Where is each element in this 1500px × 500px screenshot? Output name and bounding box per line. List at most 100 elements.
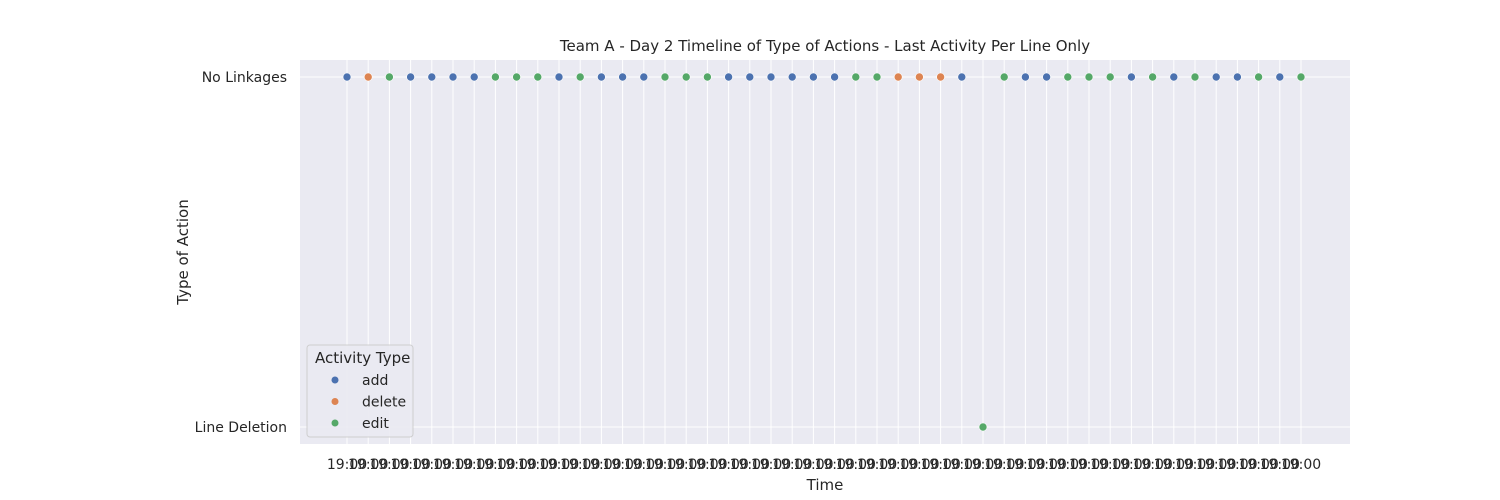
point-add: [1275, 72, 1285, 82]
x-tick-label: 19:00: [581, 457, 621, 473]
x-tick-label: 19:00: [1260, 457, 1300, 473]
x-tick-label: 19:00: [878, 457, 918, 473]
point-edit: [1084, 72, 1094, 82]
legend-marker-add: [331, 376, 339, 384]
x-tick-label: 19:00: [475, 457, 515, 473]
point-edit: [1296, 72, 1306, 82]
point-edit: [575, 72, 585, 82]
point-add: [639, 72, 649, 82]
x-tick-label: 19:00: [1196, 457, 1236, 473]
data-points: [342, 72, 1306, 432]
point-add: [1211, 72, 1221, 82]
legend-marker-delete: [331, 398, 339, 405]
point-edit: [660, 72, 670, 82]
x-tick-label: 19:00: [772, 457, 812, 473]
x-tick-label: 19:00: [942, 457, 982, 473]
point-add: [1233, 72, 1242, 82]
point-delete: [936, 72, 945, 82]
point-add: [554, 72, 564, 82]
x-tick-label: 19:00: [1005, 457, 1045, 473]
x-tick-label: 19:00: [1048, 457, 1088, 473]
point-add: [724, 72, 733, 82]
point-edit: [1105, 72, 1115, 82]
point-add: [1127, 72, 1136, 82]
x-tick-label: 19:00: [1281, 457, 1321, 473]
legend-title: Activity Type: [315, 349, 410, 367]
point-add: [618, 72, 627, 82]
point-add: [809, 72, 818, 82]
plot-area: [300, 60, 1350, 444]
x-tick-label: 19:00: [920, 457, 960, 473]
y-axis-label: Type of Action: [174, 199, 192, 305]
x-tick-label: 19:00: [857, 457, 897, 473]
point-add: [1021, 72, 1030, 82]
point-edit: [491, 72, 500, 82]
legend-entries: add delete edit: [331, 373, 406, 432]
x-tick-label: 19:00: [624, 457, 664, 473]
legend: Activity Type add delete edit: [306, 344, 414, 438]
x-tick-label: 19:00: [814, 457, 854, 473]
x-tick-label: 19:00: [836, 457, 876, 473]
point-delete: [893, 72, 903, 82]
point-add: [342, 72, 352, 82]
x-tick-label: 19:00: [602, 457, 642, 473]
point-add: [427, 72, 437, 82]
x-tick-label: 19:00: [1217, 457, 1257, 473]
x-tick-label: 19:00: [518, 457, 558, 473]
point-edit: [851, 72, 861, 82]
legend-label-edit: edit: [362, 416, 389, 432]
x-tick-labels: 19:0019:0019:0019:0019:0019:0019:0019:00…: [327, 457, 1321, 473]
chart-title: Team A - Day 2 Timeline of Type of Actio…: [559, 37, 1090, 55]
grid-lines: [300, 60, 1350, 444]
point-add: [745, 72, 755, 82]
x-tick-label: 19:00: [1111, 457, 1151, 473]
point-add: [1042, 72, 1051, 82]
point-add: [766, 72, 776, 82]
x-tick-label: 19:00: [560, 457, 600, 473]
x-tick-label: 19:00: [751, 457, 791, 473]
point-add: [406, 72, 415, 82]
x-tick-label: 19:00: [369, 457, 409, 473]
point-edit: [872, 72, 882, 82]
point-add: [448, 72, 458, 82]
y-tick-label: Line Deletion: [195, 420, 287, 436]
point-edit: [703, 72, 712, 82]
x-tick-label: 19:00: [899, 457, 939, 473]
point-edit: [1254, 72, 1263, 82]
y-tick-labels: No Linkages Line Deletion: [195, 70, 287, 436]
x-tick-label: 19:00: [730, 457, 770, 473]
point-edit: [1148, 72, 1157, 82]
x-tick-label: 19:00: [539, 457, 579, 473]
point-delete: [363, 72, 373, 82]
point-add: [1169, 72, 1179, 82]
x-tick-label: 19:00: [793, 457, 833, 473]
x-tick-label: 19:00: [687, 457, 727, 473]
point-edit: [1190, 72, 1200, 82]
x-tick-label: 19:00: [963, 457, 1003, 473]
y-tick-label: No Linkages: [202, 70, 287, 86]
point-edit: [681, 72, 691, 82]
x-tick-label: 19:00: [666, 457, 706, 473]
x-tick-label: 19:00: [454, 457, 494, 473]
x-tick-label: 19:00: [645, 457, 685, 473]
point-edit: [512, 72, 521, 82]
legend-box: [306, 344, 414, 438]
point-delete: [915, 72, 924, 82]
legend-label-delete: delete: [362, 395, 406, 411]
x-tick-label: 19:00: [390, 457, 430, 473]
legend-marker-edit: [331, 419, 339, 427]
point-edit: [533, 72, 543, 82]
x-tick-label: 19:00: [1238, 457, 1278, 473]
point-edit: [1063, 72, 1073, 82]
point-edit: [978, 422, 988, 432]
x-tick-label: 19:00: [708, 457, 748, 473]
x-tick-label: 19:00: [412, 457, 452, 473]
point-add: [830, 72, 839, 82]
x-tick-label: 19:00: [1069, 457, 1109, 473]
point-add: [469, 72, 479, 82]
x-tick-label: 19:00: [984, 457, 1024, 473]
point-add: [597, 72, 606, 82]
legend-label-add: add: [362, 373, 388, 389]
x-tick-label: 19:00: [348, 457, 388, 473]
